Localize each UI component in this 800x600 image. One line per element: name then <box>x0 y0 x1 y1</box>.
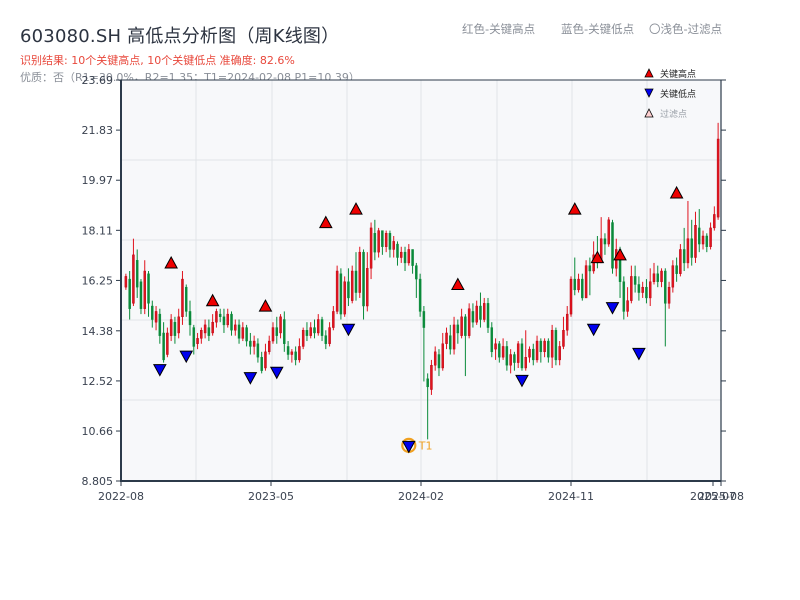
key-high-marker-icon <box>669 185 684 199</box>
key-high-marker-icon <box>318 215 333 229</box>
legend-label: 过滤点 <box>660 109 688 120</box>
key-high-marker-icon <box>258 299 273 312</box>
key-low-marker-icon <box>269 366 284 380</box>
key-high-marker-icon <box>613 247 627 261</box>
legend-blue-label: 蓝色-关键低点 <box>561 22 635 36</box>
blue-down-triangle-icon <box>644 88 654 98</box>
key-low-marker-icon <box>586 323 601 337</box>
x-tick-label: 2024-02 <box>398 490 444 503</box>
y-tick-label: 16.25 <box>82 274 114 287</box>
key-low-marker-icon <box>401 440 416 454</box>
result-summary: 识别结果: 10个关键高点, 10个关键低点 准确度: 82.6% <box>20 54 295 67</box>
key-high-marker-icon <box>567 202 582 215</box>
key-low-marker-icon <box>341 323 356 337</box>
key-low-marker-icon <box>179 350 194 364</box>
x-tick-label: 2025-07 <box>690 490 736 503</box>
y-tick-label: 21.83 <box>82 124 114 137</box>
x-tick-label: 2023-05 <box>248 490 294 503</box>
key-high-marker-icon <box>205 293 220 307</box>
key-high-marker-icon <box>164 255 178 269</box>
y-tick-label: 18.11 <box>82 224 114 237</box>
legend-item-filtered: 过滤点 <box>644 103 696 123</box>
y-tick-label: 10.66 <box>82 425 114 438</box>
legend-light-label: 〇浅色-过滤点 <box>649 22 723 36</box>
legend-item-key-high: 关键高点 <box>644 63 696 83</box>
chart-legend: 关键高点 关键低点 过滤点 <box>644 63 696 123</box>
legend-red-label: 红色-关键高点 <box>462 22 536 36</box>
legend-item-key-low: 关键低点 <box>644 83 696 103</box>
chart-title: 603080.SH 高低点分析图（周K线图） <box>20 26 340 47</box>
y-tick-label: 14.38 <box>82 325 114 338</box>
key-high-marker-icon <box>450 277 465 291</box>
key-low-marker-icon <box>243 372 258 385</box>
light-up-triangle-icon <box>644 108 654 118</box>
key-low-marker-icon <box>605 302 620 315</box>
legend-label: 关键低点 <box>660 89 697 100</box>
key-low-marker-icon <box>632 347 646 361</box>
y-tick-label: 19.97 <box>82 174 114 187</box>
y-tick-label: 23.69 <box>82 74 114 87</box>
key-high-marker-icon <box>590 250 605 264</box>
x-tick-label: 2022-08 <box>98 490 144 503</box>
red-up-triangle-icon <box>644 68 654 78</box>
legend-label: 关键高点 <box>660 69 697 80</box>
key-high-marker-icon <box>349 202 363 215</box>
y-tick-label: 8.805 <box>82 475 114 488</box>
key-low-marker-icon <box>515 374 529 388</box>
candles <box>124 122 720 440</box>
key-low-marker-icon <box>152 364 167 377</box>
x-tick-label: 2025-08 <box>698 490 744 503</box>
t1-label: T1 <box>418 439 433 452</box>
y-tick-label: 12.52 <box>82 375 114 388</box>
x-tick-label: 2024-11 <box>548 490 594 503</box>
